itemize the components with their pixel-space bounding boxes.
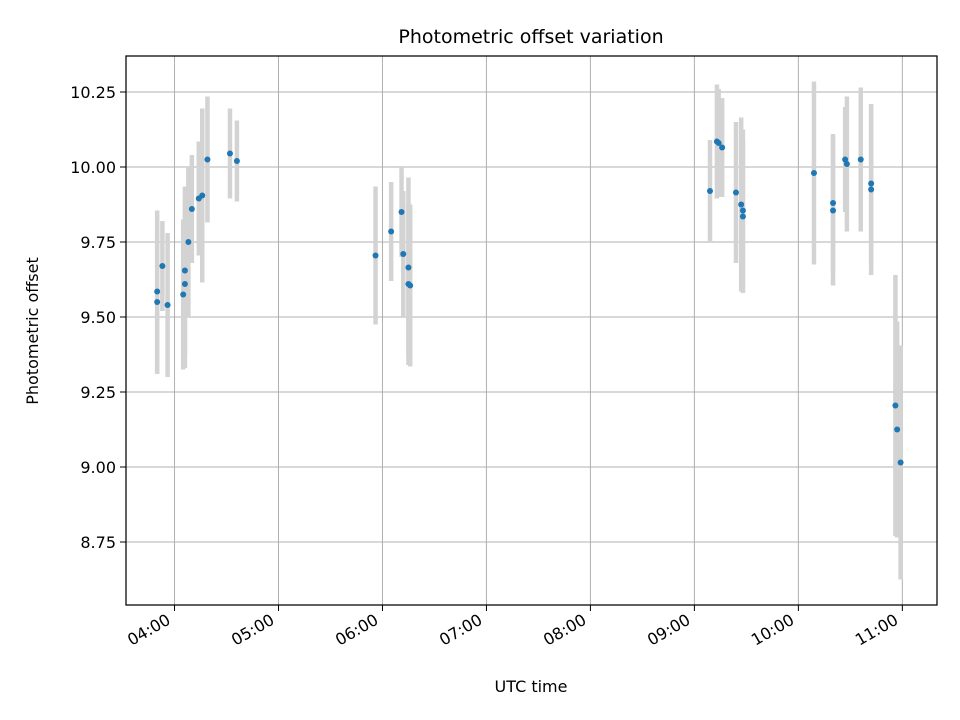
data-point xyxy=(372,252,379,259)
data-point xyxy=(181,267,188,274)
data-point xyxy=(868,180,875,187)
x-tick-label: 08:00 xyxy=(540,610,589,650)
data-point xyxy=(185,239,192,245)
data-point xyxy=(732,189,739,196)
y-tick-label: 9.25 xyxy=(80,383,116,402)
x-tick-label: 04:00 xyxy=(124,610,173,650)
y-tick-label: 9.00 xyxy=(80,458,116,477)
data-points xyxy=(154,138,904,466)
data-point xyxy=(739,207,746,214)
data-point xyxy=(180,291,187,298)
x-axis-label: UTC time xyxy=(495,677,568,696)
data-point xyxy=(199,192,206,199)
grid-lines xyxy=(126,56,937,605)
y-tick-label: 9.75 xyxy=(80,233,116,252)
x-tick-label: 06:00 xyxy=(332,610,381,650)
x-tick-label: 07:00 xyxy=(436,610,485,650)
data-point xyxy=(398,209,405,215)
data-point xyxy=(857,156,864,163)
y-axis-ticks: 8.75 9.00 9.25 9.50 9.75 10.00 10.25 xyxy=(70,83,126,552)
data-point xyxy=(830,207,837,214)
error-bars xyxy=(154,81,903,580)
y-tick-label: 10.25 xyxy=(70,83,116,102)
data-point xyxy=(719,144,726,151)
data-point xyxy=(897,459,904,466)
data-point xyxy=(164,302,171,308)
data-point xyxy=(715,140,722,146)
data-point xyxy=(400,251,407,257)
data-point xyxy=(204,156,211,163)
data-point xyxy=(739,213,746,220)
data-point xyxy=(894,426,901,433)
data-point xyxy=(233,158,240,164)
x-tick-label: 09:00 xyxy=(644,610,693,650)
data-point xyxy=(830,200,837,206)
y-tick-label: 10.00 xyxy=(70,158,116,177)
data-point xyxy=(159,263,166,269)
data-point xyxy=(892,402,899,409)
plot-frame xyxy=(125,55,938,606)
y-tick-label: 9.50 xyxy=(80,308,116,327)
data-point xyxy=(738,201,745,208)
data-point xyxy=(868,186,875,193)
data-point xyxy=(407,282,414,289)
data-point xyxy=(706,188,713,194)
data-point xyxy=(405,264,412,271)
data-point xyxy=(154,299,161,305)
data-point xyxy=(226,150,233,157)
data-point xyxy=(810,170,817,176)
data-point xyxy=(388,228,395,235)
data-point xyxy=(154,288,161,295)
chart-title: Photometric offset variation xyxy=(398,26,663,48)
data-point xyxy=(188,206,195,212)
y-tick-label: 8.75 xyxy=(80,533,116,552)
x-tick-label: 11:00 xyxy=(852,610,901,650)
data-point xyxy=(843,161,850,167)
data-point xyxy=(842,156,849,163)
data-point xyxy=(181,281,188,287)
x-axis-ticks: 04:00 05:00 06:00 07:00 08:00 09:00 10:00 11:00 xyxy=(124,605,903,650)
y-axis-label: Photometric offset xyxy=(23,257,42,405)
x-tick-label: 05:00 xyxy=(228,610,277,650)
x-tick-label: 10:00 xyxy=(748,610,797,650)
